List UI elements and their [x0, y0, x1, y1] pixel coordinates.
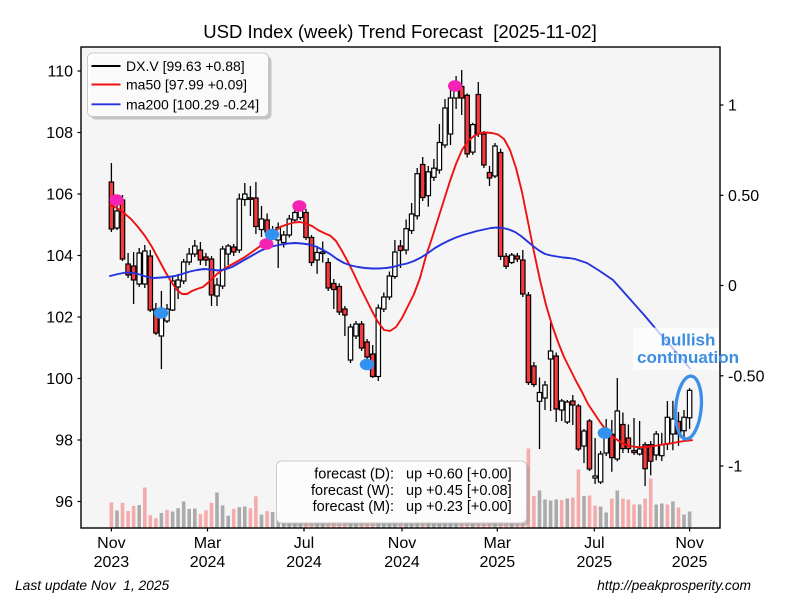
svg-text:Nov: Nov — [97, 535, 125, 552]
svg-text:2025: 2025 — [577, 554, 613, 571]
svg-text:96: 96 — [55, 494, 73, 511]
svg-text:2024: 2024 — [384, 554, 420, 571]
svg-text:2025: 2025 — [672, 554, 708, 571]
svg-text:forecast (W):: forecast (W): — [311, 483, 394, 499]
svg-text:Jul: Jul — [294, 535, 314, 552]
svg-text:2025: 2025 — [480, 554, 516, 571]
svg-text:2023: 2023 — [94, 554, 130, 571]
svg-text:forecast (D):: forecast (D): — [314, 467, 394, 483]
svg-text:up +0.23 [+0.00]: up +0.23 [+0.00] — [406, 499, 512, 515]
svg-text:Nov: Nov — [675, 535, 703, 552]
svg-text:up +0.60 [+0.00]: up +0.60 [+0.00] — [406, 467, 512, 483]
svg-text:Mar: Mar — [484, 535, 512, 552]
svg-text:2024: 2024 — [190, 554, 226, 571]
svg-text:-1: -1 — [728, 459, 742, 476]
svg-text:102: 102 — [46, 310, 73, 327]
svg-text:DX.V [99.63 +0.88]: DX.V [99.63 +0.88] — [126, 58, 245, 74]
svg-text:Mar: Mar — [194, 535, 222, 552]
svg-text:108: 108 — [46, 125, 73, 142]
svg-text:Nov: Nov — [388, 535, 416, 552]
svg-text:1: 1 — [728, 98, 737, 115]
svg-text:up +0.45 [+0.08]: up +0.45 [+0.08] — [406, 483, 512, 499]
svg-text:forecast (M):: forecast (M): — [313, 499, 394, 515]
svg-text:98: 98 — [55, 433, 73, 450]
svg-text:Last update Nov 1, 2025: Last update Nov 1, 2025 — [15, 578, 170, 593]
svg-text:ma50 [97.99 +0.09]: ma50 [97.99 +0.09] — [126, 77, 247, 93]
svg-text:ma200 [100.29 -0.24]: ma200 [100.29 -0.24] — [126, 96, 259, 112]
svg-text:continuation: continuation — [637, 348, 739, 367]
svg-text:104: 104 — [46, 248, 73, 265]
svg-text:2024: 2024 — [286, 554, 322, 571]
svg-text:-0.50: -0.50 — [728, 368, 765, 385]
svg-text:Jul: Jul — [584, 535, 604, 552]
svg-text:USD Index (week) Trend Forecas: USD Index (week) Trend Forecast [2025-11… — [203, 21, 596, 42]
svg-text:110: 110 — [47, 64, 73, 81]
svg-text:0.50: 0.50 — [728, 188, 759, 205]
svg-text:106: 106 — [46, 187, 73, 204]
svg-text:0: 0 — [728, 278, 737, 295]
svg-text:100: 100 — [46, 371, 73, 388]
svg-text:bullish: bullish — [661, 331, 716, 350]
svg-text:http://peakprosperity.com: http://peakprosperity.com — [597, 578, 751, 593]
